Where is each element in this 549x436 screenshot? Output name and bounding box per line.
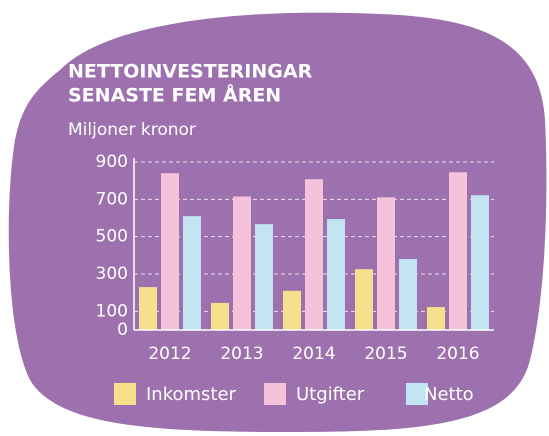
legend-swatch [114,383,136,405]
bar [211,302,229,330]
x-tick-label: 2015 [364,344,407,364]
chart-title-line: NETTOINVESTERINGAR [68,61,313,83]
bar [305,179,323,330]
x-tick-label: 2013 [220,344,263,364]
legend-swatch [264,383,286,405]
bar [183,216,201,330]
x-tick-label: 2014 [292,344,335,364]
y-tick-label: 500 [96,227,128,247]
bar [471,195,489,330]
bar [161,173,179,330]
legend-label: Netto [424,384,474,405]
bar [377,197,395,330]
bar [327,219,345,330]
y-tick-label: 100 [96,301,128,321]
bar [399,259,417,330]
legend-label: Inkomster [146,384,237,405]
y-tick-label: 700 [96,189,128,209]
y-tick-label: 900 [96,152,128,172]
y-tick-label: 300 [96,264,128,284]
legend-swatch [406,383,428,405]
y-tick-label: 0 [117,320,128,340]
bar [355,269,373,330]
bar [427,307,445,330]
x-tick-label: 2012 [148,344,191,364]
bar [139,287,157,330]
chart-title-line: SENASTE FEM ÅREN [68,83,281,107]
bar [283,290,301,330]
x-tick-label: 2016 [436,344,479,364]
y-axis-label: Miljoner kronor [68,120,196,140]
bar [449,172,467,330]
bar [255,224,273,330]
legend-label: Utgifter [296,384,365,405]
bar [233,196,251,330]
